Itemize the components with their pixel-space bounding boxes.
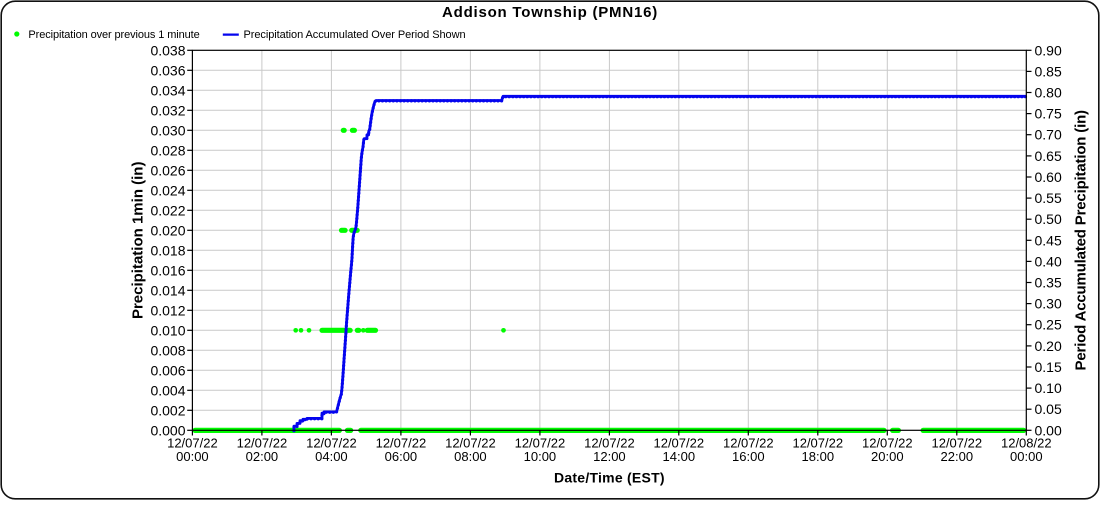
svg-text:Precipitation 1min (in): Precipitation 1min (in) [129,162,146,320]
svg-text:20:00: 20:00 [871,449,904,464]
svg-text:0.028: 0.028 [150,142,185,158]
svg-text:Precipitation Accumulated Over: Precipitation Accumulated Over Period Sh… [244,29,466,41]
svg-text:0.25: 0.25 [1035,317,1062,333]
svg-text:0.05: 0.05 [1035,401,1062,417]
svg-text:0.90: 0.90 [1035,42,1062,58]
svg-text:0.002: 0.002 [150,402,185,418]
svg-text:0.022: 0.022 [150,202,185,218]
svg-text:12/07/22: 12/07/22 [653,436,704,451]
svg-text:16:00: 16:00 [732,449,765,464]
svg-text:0.030: 0.030 [150,122,185,138]
svg-text:12/07/22: 12/07/22 [515,436,566,451]
svg-text:14:00: 14:00 [663,449,696,464]
svg-text:0.006: 0.006 [150,362,185,378]
svg-text:0.036: 0.036 [150,62,185,78]
svg-text:12/07/22: 12/07/22 [167,436,218,451]
svg-text:12/07/22: 12/07/22 [237,436,288,451]
svg-text:0.014: 0.014 [150,282,185,298]
svg-text:12/07/22: 12/07/22 [445,436,496,451]
svg-text:0.034: 0.034 [150,82,185,98]
svg-text:0.45: 0.45 [1035,232,1062,248]
svg-text:0.008: 0.008 [150,342,185,358]
svg-text:18:00: 18:00 [802,449,835,464]
svg-text:0.012: 0.012 [150,302,185,318]
svg-text:0.016: 0.016 [150,262,185,278]
svg-text:12/07/22: 12/07/22 [931,436,982,451]
svg-text:00:00: 00:00 [176,449,209,464]
svg-text:06:00: 06:00 [385,449,418,464]
svg-text:0.40: 0.40 [1035,253,1062,269]
svg-text:08:00: 08:00 [454,449,487,464]
svg-text:0.80: 0.80 [1035,85,1062,101]
svg-text:0.018: 0.018 [150,242,185,258]
svg-text:12/07/22: 12/07/22 [862,436,913,451]
svg-text:0.010: 0.010 [150,322,185,338]
svg-text:12:00: 12:00 [593,449,626,464]
svg-text:0.35: 0.35 [1035,275,1062,291]
svg-text:12/07/22: 12/07/22 [723,436,774,451]
svg-text:0.024: 0.024 [150,182,185,198]
svg-text:12/07/22: 12/07/22 [792,436,843,451]
svg-text:10:00: 10:00 [524,449,557,464]
svg-text:0.85: 0.85 [1035,63,1062,79]
svg-text:0.30: 0.30 [1035,296,1062,312]
svg-text:00:00: 00:00 [1010,449,1043,464]
svg-text:0.038: 0.038 [150,42,185,58]
svg-text:12/07/22: 12/07/22 [376,436,427,451]
svg-text:0.65: 0.65 [1035,148,1062,164]
svg-text:0.55: 0.55 [1035,190,1062,206]
svg-text:0.020: 0.020 [150,222,185,238]
svg-text:0.00: 0.00 [1035,422,1062,438]
svg-text:0.70: 0.70 [1035,127,1062,143]
svg-text:0.004: 0.004 [150,382,185,398]
svg-text:0.15: 0.15 [1035,359,1062,375]
svg-text:02:00: 02:00 [246,449,279,464]
svg-text:0.000: 0.000 [150,422,185,438]
svg-text:0.20: 0.20 [1035,338,1062,354]
svg-text:Addison Township (PMN16): Addison Township (PMN16) [442,4,658,21]
svg-text:0.50: 0.50 [1035,211,1062,227]
svg-text:0.10: 0.10 [1035,380,1062,396]
svg-text:Precipitation over previous 1: Precipitation over previous 1 minute [28,29,199,41]
svg-text:04:00: 04:00 [315,449,348,464]
svg-text:Period Accumulated Precipitati: Period Accumulated Precipitation (in) [1073,110,1090,371]
svg-text:12/07/22: 12/07/22 [584,436,635,451]
svg-text:0.026: 0.026 [150,162,185,178]
svg-text:0.75: 0.75 [1035,106,1062,122]
svg-text:0.032: 0.032 [150,102,185,118]
svg-text:12/08/22: 12/08/22 [1001,436,1052,451]
svg-text:12/07/22: 12/07/22 [306,436,357,451]
svg-text:Date/Time (EST): Date/Time (EST) [554,470,665,486]
svg-text:0.60: 0.60 [1035,169,1062,185]
svg-text:22:00: 22:00 [941,449,974,464]
